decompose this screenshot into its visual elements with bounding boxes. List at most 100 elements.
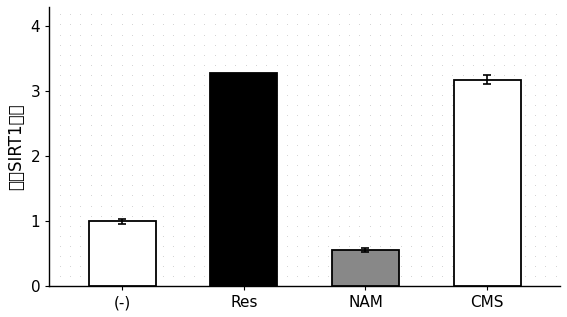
Point: [189, 123, 198, 128]
Point: [324, 62, 333, 67]
Point: [241, 42, 250, 47]
Point: [252, 213, 261, 218]
Point: [479, 52, 488, 57]
Point: [158, 173, 167, 178]
Point: [314, 52, 323, 57]
Point: [148, 263, 157, 268]
Point: [427, 243, 436, 248]
Point: [169, 283, 178, 288]
Point: [252, 143, 261, 148]
Point: [438, 123, 447, 128]
Point: [386, 223, 395, 228]
Point: [169, 133, 178, 138]
Point: [334, 133, 343, 138]
Point: [221, 123, 230, 128]
Point: [262, 173, 271, 178]
Point: [541, 243, 550, 248]
Point: [76, 274, 85, 279]
Point: [272, 72, 281, 77]
Point: [86, 163, 95, 168]
Point: [252, 92, 261, 97]
Point: [231, 52, 240, 57]
Point: [324, 274, 333, 279]
Point: [541, 253, 550, 258]
Point: [76, 173, 85, 178]
Point: [468, 123, 477, 128]
Point: [365, 153, 374, 158]
Point: [128, 52, 137, 57]
Point: [417, 243, 426, 248]
Point: [76, 233, 85, 238]
Point: [334, 223, 343, 228]
Point: [55, 62, 64, 67]
Point: [407, 143, 416, 148]
Point: [500, 92, 509, 97]
Point: [355, 253, 364, 258]
Point: [551, 193, 560, 198]
Point: [551, 92, 560, 97]
Point: [479, 213, 488, 218]
Point: [468, 173, 477, 178]
Point: [293, 72, 302, 77]
Point: [189, 92, 198, 97]
Point: [231, 153, 240, 158]
Point: [531, 193, 540, 198]
Point: [158, 253, 167, 258]
Point: [303, 72, 312, 77]
Point: [438, 274, 447, 279]
Point: [200, 82, 209, 87]
Point: [303, 143, 312, 148]
Point: [158, 263, 167, 268]
Point: [200, 203, 209, 208]
Point: [345, 62, 354, 67]
Point: [200, 62, 209, 67]
Point: [169, 92, 178, 97]
Point: [458, 153, 467, 158]
Point: [138, 193, 147, 198]
Point: [314, 243, 323, 248]
Point: [521, 133, 530, 138]
Point: [179, 203, 188, 208]
Point: [489, 213, 498, 218]
Point: [282, 193, 291, 198]
Point: [417, 183, 426, 188]
Point: [117, 22, 126, 27]
Point: [96, 223, 105, 228]
Point: [468, 113, 477, 118]
Point: [334, 203, 343, 208]
Point: [417, 223, 426, 228]
Point: [169, 274, 178, 279]
Point: [468, 42, 477, 47]
Point: [417, 213, 426, 218]
Point: [324, 52, 333, 57]
Point: [396, 243, 405, 248]
Point: [262, 52, 271, 57]
Point: [427, 123, 436, 128]
Point: [252, 133, 261, 138]
Point: [179, 42, 188, 47]
Point: [396, 62, 405, 67]
Point: [241, 233, 250, 238]
Point: [107, 173, 116, 178]
Point: [510, 223, 519, 228]
Point: [510, 283, 519, 288]
Point: [262, 203, 271, 208]
Point: [334, 213, 343, 218]
Point: [293, 203, 302, 208]
Point: [293, 173, 302, 178]
Point: [541, 283, 550, 288]
Point: [417, 102, 426, 107]
Point: [293, 243, 302, 248]
Point: [510, 233, 519, 238]
Point: [510, 143, 519, 148]
Point: [531, 173, 540, 178]
Point: [407, 32, 416, 37]
Point: [262, 72, 271, 77]
Point: [179, 72, 188, 77]
Point: [55, 203, 64, 208]
Point: [45, 72, 54, 77]
Point: [551, 82, 560, 87]
Point: [458, 62, 467, 67]
Point: [334, 102, 343, 107]
Point: [148, 143, 157, 148]
